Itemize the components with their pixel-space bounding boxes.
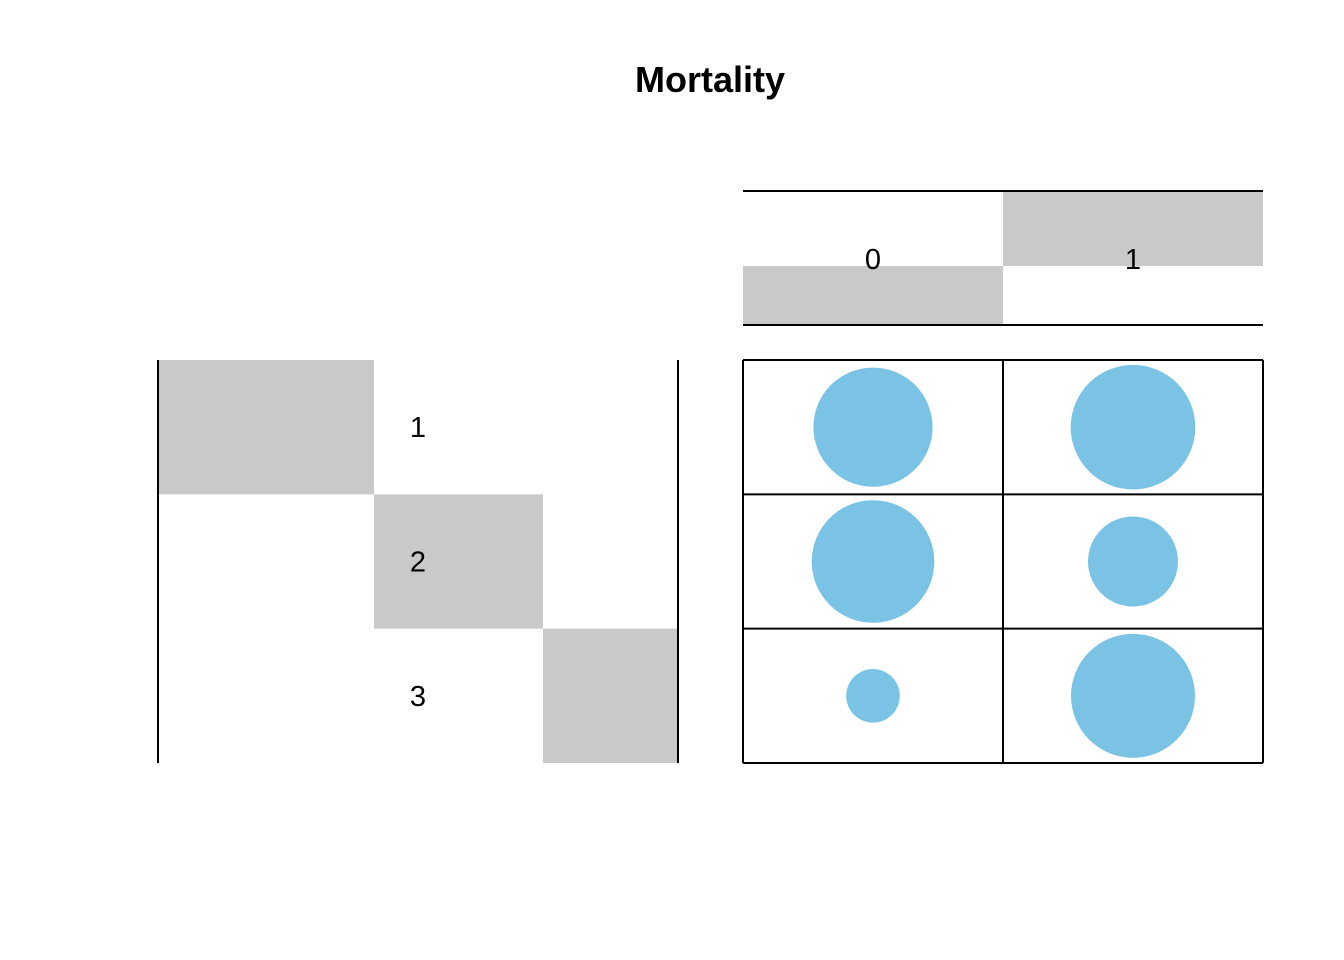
- column-label-1: 1: [1125, 244, 1141, 276]
- bubble-r2-c0: [811, 500, 935, 623]
- bubble-r2-c1: [1088, 516, 1178, 607]
- bubble-r1-c1: [1070, 364, 1196, 490]
- row-label-3: 3: [410, 681, 426, 713]
- bubble-r3-c0: [846, 669, 900, 723]
- row-label-2: 2: [410, 547, 426, 579]
- column-band-0: [743, 266, 1003, 325]
- chart-title: Mortality: [635, 59, 785, 100]
- row-band-2: [374, 494, 543, 629]
- row-label-1: 1: [410, 412, 426, 444]
- column-label-0: 0: [865, 244, 881, 276]
- bubble-r3-c1: [1071, 633, 1195, 758]
- bubble-r1-c0: [813, 367, 933, 487]
- row-band-1: [158, 360, 374, 495]
- row-header: 1 2 3: [157, 360, 679, 763]
- bubble-grid: [742, 359, 1264, 764]
- row-band-3: [543, 628, 678, 763]
- column-band-1: [1003, 191, 1263, 266]
